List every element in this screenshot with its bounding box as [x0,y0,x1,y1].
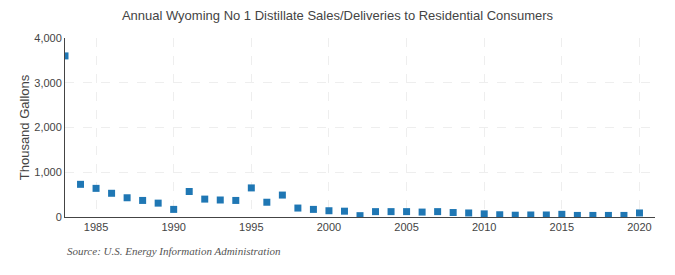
svg-text:4,000: 4,000 [34,32,62,44]
svg-text:2005: 2005 [394,221,418,233]
svg-text:2000: 2000 [317,221,341,233]
svg-text:2020: 2020 [627,221,651,233]
svg-text:2010: 2010 [472,221,496,233]
svg-text:2,000: 2,000 [34,121,62,133]
svg-text:1990: 1990 [161,221,185,233]
svg-text:1,000: 1,000 [34,166,62,178]
svg-text:Source: U.S. Energy Informatio: Source: U.S. Energy Information Administ… [67,245,281,257]
svg-text:Thousand Gallons: Thousand Gallons [17,74,32,180]
svg-text:2015: 2015 [550,221,574,233]
svg-text:0: 0 [56,211,62,223]
svg-text:1985: 1985 [84,221,108,233]
svg-text:1995: 1995 [239,221,263,233]
svg-text:Annual Wyoming No 1 Distillate: Annual Wyoming No 1 Distillate Sales/Del… [122,8,554,23]
svg-text:3,000: 3,000 [34,77,62,89]
